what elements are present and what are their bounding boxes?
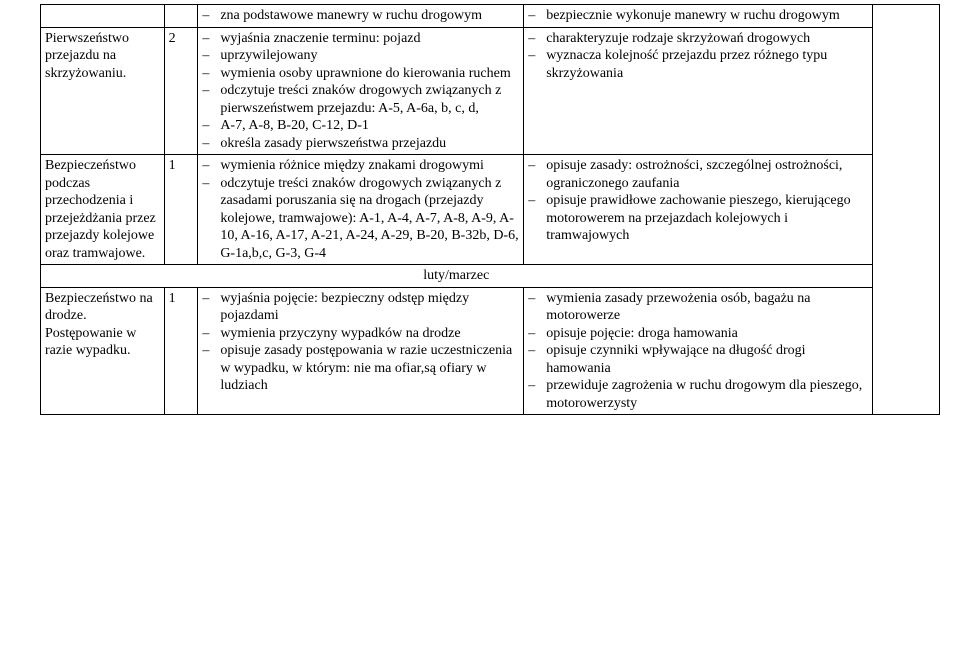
basic-list-item: wyjaśnia znaczenie terminu: pojazd (216, 30, 519, 48)
basic-list-item: wyjaśnia pojęcie: bezpieczny odstęp międ… (216, 290, 519, 325)
topic-cell: Bezpieczeństwo podczas przechodzenia i p… (41, 155, 165, 265)
basic-list: wymienia różnice między znakami drogowym… (202, 157, 519, 262)
extended-list-item: wyznacza kolejność przejazdu przez różne… (542, 47, 867, 82)
extended-list: opisuje zasady: ostrożności, szczególnej… (528, 157, 867, 245)
table-row: Pierwszeństwo przejazdu na skrzyżowaniu.… (41, 27, 940, 155)
extended-list-item: opisuje pojęcie: droga hamowania (542, 325, 867, 343)
basic-list-item: odczytuje treści znaków drogowych związa… (216, 82, 519, 117)
extended-list-item: przewiduje zagrożenia w ruchu drogowym d… (542, 377, 867, 412)
extended-list-item: charakteryzuje rodzaje skrzyżowań drogow… (542, 30, 867, 48)
extended-list-item: opisuje prawidłowe zachowanie pieszego, … (542, 192, 867, 245)
hours-cell: 1 (164, 287, 198, 415)
basic-list-item: A-7, A-8, B-20, C-12, D-1 (216, 117, 519, 135)
notes-cell (872, 5, 939, 415)
extended-cell: bezpiecznie wykonuje manewry w ruchu dro… (524, 5, 872, 28)
extended-list-item: opisuje zasady: ostrożności, szczególnej… (542, 157, 867, 192)
page: zna podstawowe manewry w ruchu drogowym b… (0, 0, 960, 669)
basic-cell: wyjaśnia znaczenie terminu: pojazduprzyw… (198, 27, 524, 155)
basic-list: wyjaśnia pojęcie: bezpieczny odstęp międ… (202, 290, 519, 395)
basic-list-item: odczytuje treści znaków drogowych związa… (216, 175, 519, 263)
extended-list-item: opisuje czynniki wpływające na długość d… (542, 342, 867, 377)
hours-cell: 1 (164, 155, 198, 265)
topic-cell: Bezpieczeństwo na drodze. Postępowanie w… (41, 287, 165, 415)
basic-list: wyjaśnia znaczenie terminu: pojazduprzyw… (202, 30, 519, 153)
basic-list-item: uprzywilejowany (216, 47, 519, 65)
extended-list-item: wymienia zasady przewożenia osób, bagażu… (542, 290, 867, 325)
hours-cell (164, 5, 198, 28)
table-row: Bezpieczeństwo podczas przechodzenia i p… (41, 155, 940, 265)
section-row: luty/marzec (41, 265, 940, 288)
basic-list: zna podstawowe manewry w ruchu drogowym (202, 7, 519, 25)
extended-list: wymienia zasady przewożenia osób, bagażu… (528, 290, 867, 413)
extended-list-item: bezpiecznie wykonuje manewry w ruchu dro… (542, 7, 867, 25)
basic-cell: wyjaśnia pojęcie: bezpieczny odstęp międ… (198, 287, 524, 415)
hours-cell: 2 (164, 27, 198, 155)
section-label: luty/marzec (41, 265, 873, 288)
basic-list-item: opisuje zasady postępowania w razie ucze… (216, 342, 519, 395)
basic-list-item: zna podstawowe manewry w ruchu drogowym (216, 7, 519, 25)
basic-list-item: wymienia osoby uprawnione do kierowania … (216, 65, 519, 83)
basic-list-item: wymienia różnice między znakami drogowym… (216, 157, 519, 175)
basic-list-item: określa zasady pierwszeństwa przejazdu (216, 135, 519, 153)
topic-cell (41, 5, 165, 28)
topic-cell: Pierwszeństwo przejazdu na skrzyżowaniu. (41, 27, 165, 155)
table-row: Bezpieczeństwo na drodze. Postępowanie w… (41, 287, 940, 415)
table-row: zna podstawowe manewry w ruchu drogowym b… (41, 5, 940, 28)
extended-cell: opisuje zasady: ostrożności, szczególnej… (524, 155, 872, 265)
curriculum-table: zna podstawowe manewry w ruchu drogowym b… (40, 4, 940, 415)
basic-list-item: wymienia przyczyny wypadków na drodze (216, 325, 519, 343)
extended-list: bezpiecznie wykonuje manewry w ruchu dro… (528, 7, 867, 25)
extended-cell: charakteryzuje rodzaje skrzyżowań drogow… (524, 27, 872, 155)
basic-cell: zna podstawowe manewry w ruchu drogowym (198, 5, 524, 28)
extended-cell: wymienia zasady przewożenia osób, bagażu… (524, 287, 872, 415)
basic-cell: wymienia różnice między znakami drogowym… (198, 155, 524, 265)
extended-list: charakteryzuje rodzaje skrzyżowań drogow… (528, 30, 867, 83)
